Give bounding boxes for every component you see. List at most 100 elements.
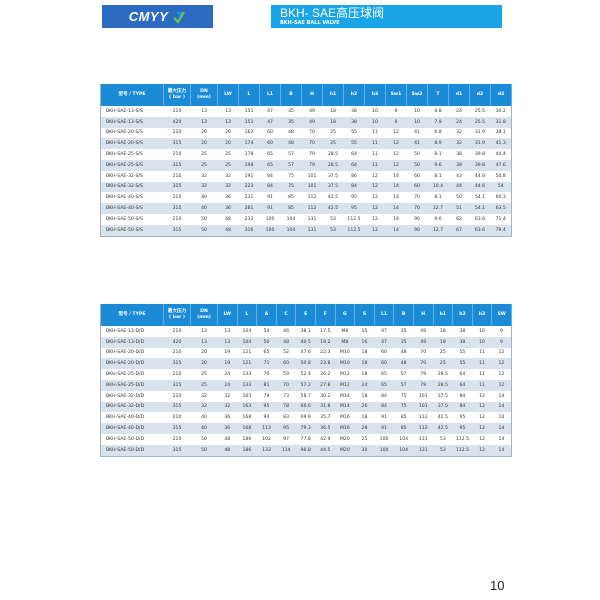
value-cell: 66.6 (295, 401, 316, 413)
value-cell: 18 (361, 372, 368, 378)
column-label: h2 (350, 92, 358, 97)
value-cell: 13 (201, 108, 207, 114)
value-cell: 210 (172, 436, 182, 442)
value-cell: 42.5 (327, 195, 339, 201)
value-cell: 15 (361, 328, 368, 334)
value-cell: 31.8 (315, 401, 336, 413)
value-cell: 95 (351, 195, 357, 201)
value-cell: 42.9 (320, 436, 331, 442)
value-cell: 69.9 (300, 415, 311, 421)
value-cell: 84 (343, 181, 365, 193)
value-cell: 35 (288, 108, 294, 114)
column-header: h3 (364, 84, 386, 106)
column-label: d3 (497, 92, 505, 97)
value-cell: 64 (459, 372, 466, 378)
value-cell: 163 (242, 393, 252, 399)
value-cell: 35 (280, 116, 302, 128)
value-cell: 162 (244, 130, 254, 136)
value-cell: 151 (244, 108, 254, 114)
value-cell: 36.5 (315, 423, 336, 434)
value-cell: 85 (280, 203, 302, 214)
table-row: BKH-SAE-20-S/S 210 20 20 162 60 48 70 25 55 11 12 41… (101, 128, 512, 139)
table-row: BKH-SAE-25-S/S 210 25 25 178 65 57 79 28.5 64 11 12… (101, 149, 512, 160)
value-cell: 67 (448, 224, 470, 237)
value-cell: 47 (259, 116, 281, 128)
value-cell: 53 (330, 216, 336, 222)
column-label: h2 (459, 312, 466, 317)
value-cell: 315 (163, 423, 191, 434)
value-cell: 32 (456, 130, 462, 136)
value-cell: 14 (385, 224, 407, 237)
value-cell: 79 (301, 159, 323, 171)
value-cell: 13 (201, 328, 207, 334)
value-cell: 186 (237, 444, 257, 457)
value-cell: 38 (448, 159, 470, 171)
column-label: d2 (476, 92, 484, 97)
value-cell: 63.6 (474, 216, 486, 222)
value-cell: 50 (201, 216, 207, 222)
value-cell: 114 (276, 444, 296, 457)
column-header: h3 (472, 304, 493, 326)
table-row: BKH-SAE-32-D/D 315 32 32 163 95 78 66.6 31.8 M14 2… (100, 401, 512, 413)
column-header: E (295, 304, 316, 326)
value-cell: 25 (439, 350, 446, 356)
value-cell: 24 (448, 116, 470, 128)
value-cell: 64 (351, 152, 357, 158)
value-cell: 96.8 (295, 444, 316, 457)
value-cell: 63.5 (490, 203, 512, 214)
column-label: SW (497, 312, 506, 317)
value-cell: 25.5 (469, 116, 491, 128)
value-cell: 131 (413, 444, 434, 457)
value-cell: 40 (201, 195, 207, 201)
value-cell: 28.5 (327, 152, 339, 158)
value-cell: 64 (343, 159, 365, 171)
value-cell: 50 (456, 195, 462, 201)
value-cell: 30.2 (320, 393, 331, 399)
value-cell: 112.5 (455, 436, 469, 442)
value-cell: 20 (225, 130, 231, 136)
value-cell: 22.3 (320, 350, 331, 356)
value-cell: 11 (372, 152, 378, 158)
value-cell: 40 (201, 415, 207, 421)
value-cell: 20 (190, 138, 218, 150)
table-row: BKH-SAE-25-S/S 315 25 25 198 65 57 79 28.5 64 11 12… (100, 159, 512, 171)
value-cell: 20 (190, 358, 218, 370)
column-header: LW (217, 84, 239, 106)
value-cell: 39.8 (469, 159, 491, 171)
model-cell: BKH-SAE-20-S/S (106, 130, 143, 136)
value-cell: 95 (276, 423, 296, 434)
table-row: BKH-SAE-13-S/S 210 13 13 151 47 35 49 18 38 10 9 10 6… (101, 106, 512, 117)
column-label: h1 (329, 92, 337, 97)
value-cell: 32 (225, 173, 231, 179)
value-cell: 35 (400, 328, 407, 334)
value-cell: 8.9 (427, 138, 449, 150)
value-cell: 100 (265, 216, 275, 222)
value-cell: 32 (201, 393, 207, 399)
value-cell: M16 (335, 423, 355, 434)
value-cell: 36 (217, 423, 238, 434)
value-cell: 231 (244, 195, 254, 201)
column-unit: (mm) (197, 95, 211, 100)
value-cell: 41 (406, 138, 428, 150)
value-cell: 168 (242, 415, 252, 421)
table-row: BKH-SAE-40-D/D 315 40 36 168 113 95 79.3 36.5 M16… (100, 423, 512, 434)
value-cell: 12 (372, 195, 378, 201)
column-header: SW (491, 304, 512, 326)
value-cell: 24 (217, 379, 238, 391)
value-cell: 50 (190, 444, 218, 457)
value-cell: 133 (256, 444, 277, 457)
value-cell: 18.2 (315, 336, 336, 348)
value-cell: 8.1 (434, 152, 442, 158)
value-cell: 210 (172, 108, 182, 114)
value-cell: 14 (393, 173, 399, 179)
value-cell: 84 (452, 401, 473, 413)
value-cell: 315 (163, 159, 191, 171)
value-cell: 18 (439, 328, 446, 334)
page-subtitle: BKH-SAE BALL VALVE (280, 20, 340, 26)
column-label: h3 (371, 92, 379, 97)
value-cell: 25 (201, 372, 207, 378)
table-row: BKH-SAE-40-S/S 210 40 36 231 91 85 112 42.5 95 12 1… (101, 192, 512, 203)
value-cell: 50 (190, 224, 218, 237)
value-cell: 31.9 (469, 138, 491, 150)
